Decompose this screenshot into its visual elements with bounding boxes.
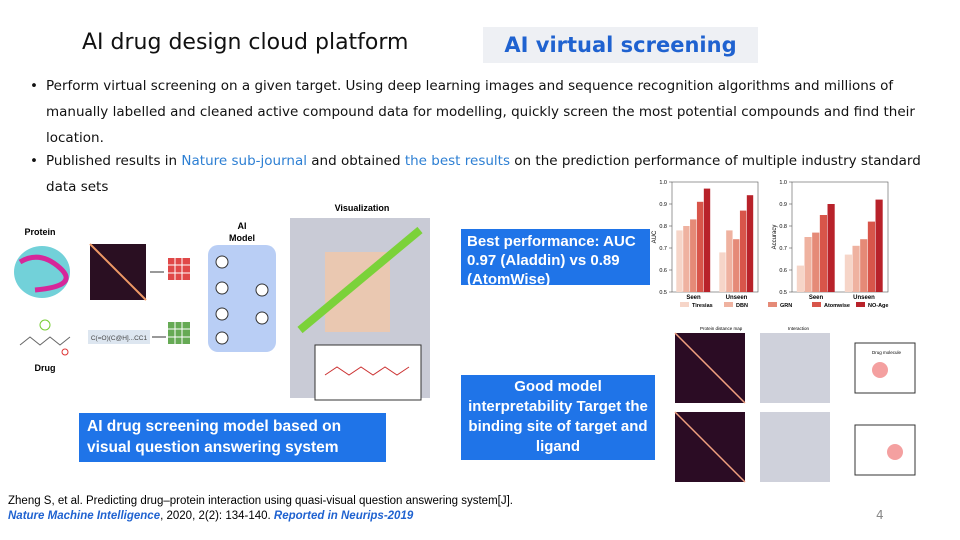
bar [746, 195, 754, 292]
bar [819, 215, 828, 292]
bullet-text: and obtained [306, 153, 405, 169]
diagram-label: Protein [24, 227, 55, 237]
bar [804, 237, 812, 292]
callout: Good model interpretability Target the b… [461, 375, 655, 460]
network [215, 255, 269, 345]
link-text: Nature sub-journal [181, 153, 307, 169]
slide-title: AI drug design cloud platform [82, 30, 409, 55]
bar [696, 201, 704, 292]
diagram-label: Model [229, 233, 255, 243]
caption-box: AI drug screening model based on visual … [79, 413, 386, 462]
x-tick-label: Seen [686, 295, 701, 301]
y-tick-label: 1.0 [659, 180, 667, 186]
section-tag: AI virtual screening [483, 27, 758, 63]
y-tick-label: 0.7 [779, 246, 787, 252]
x-tick-label: Unseen [853, 295, 875, 301]
bar [875, 199, 883, 292]
link-text: the best results [404, 153, 510, 169]
figure-label: Interaction [788, 326, 810, 331]
venue: Reported in Neurips-2019 [273, 510, 414, 522]
bar [860, 239, 868, 292]
legend-label: Atomwise [824, 303, 850, 309]
callout: Best performance: AUC 0.97 (Aladdin) vs … [461, 229, 650, 285]
bar [726, 230, 733, 292]
bullet-text: on the prediction performance of multipl… [46, 153, 921, 195]
structure-image [760, 333, 830, 403]
bullet: Published results in Nature sub-journal … [30, 148, 936, 200]
plot-frame [671, 181, 759, 293]
bar [739, 210, 747, 292]
bar [690, 219, 697, 292]
y-tick-label: 0.6 [659, 268, 667, 274]
y-tick-label: 0.8 [659, 224, 667, 230]
legend-swatch [856, 302, 865, 307]
map-diagonal [89, 243, 147, 301]
bar [812, 232, 820, 292]
bullet-text: Published results in [46, 153, 182, 169]
bullet-text: Perform virtual screening on a given tar… [46, 78, 915, 146]
citation-text: , 2020, 2(2): 134-140. [160, 510, 274, 522]
legend-label: GRN [780, 303, 792, 309]
bar [703, 188, 711, 292]
y-axis-label: Accuracy [772, 225, 778, 250]
bar [719, 252, 726, 292]
legend-label: DBN [736, 303, 748, 309]
drug-image [19, 319, 71, 356]
y-tick-label: 0.5 [659, 290, 667, 296]
legend-swatch [768, 302, 777, 307]
ligand [297, 226, 423, 334]
bar [852, 245, 860, 292]
diagram-label: Drug [35, 363, 56, 373]
bar [867, 221, 876, 292]
y-tick-label: 0.8 [779, 224, 787, 230]
journal: Nature Machine Intelligence [8, 510, 161, 522]
y-tick-label: 1.0 [779, 180, 787, 186]
legend-label: Tiresias [692, 303, 713, 309]
bar [844, 254, 852, 292]
diagram-label: Visualization [335, 203, 390, 213]
y-tick-label: 0.9 [659, 202, 667, 208]
citation: Zheng S, et al. Predicting drug–protein … [8, 494, 518, 524]
y-tick-label: 0.7 [659, 246, 667, 252]
smiles: C(=O)(C@H]...CC1 [91, 335, 148, 342]
y-tick-label: 0.6 [779, 268, 787, 274]
bar [827, 204, 835, 292]
bar [676, 230, 683, 292]
model-box [208, 245, 276, 352]
diagram-label: AI [238, 221, 247, 231]
citation-text: Zheng S, et al. Predicting drug–protein … [8, 495, 513, 507]
x-tick-label: Unseen [726, 295, 748, 301]
molecule-inset [854, 424, 916, 476]
legend-swatch [680, 302, 689, 307]
y-tick-label: 0.9 [779, 202, 787, 208]
drug-inset [314, 344, 422, 401]
structure-image [760, 412, 830, 482]
x-tick-label: Seen [809, 295, 824, 301]
plot-frame [791, 181, 889, 293]
bar [683, 226, 690, 292]
legend-swatch [812, 302, 821, 307]
figure-label: Drug molecule [872, 350, 902, 355]
feature-grids [150, 258, 190, 344]
legend-label: NO-Age [868, 303, 888, 309]
figure-label: Protein distance map [700, 326, 743, 331]
legend-swatch [724, 302, 733, 307]
smiles-box [88, 330, 150, 344]
y-tick-label: 0.5 [779, 290, 787, 296]
page-number: 4 [876, 508, 884, 522]
bar [796, 265, 804, 292]
bullet: Perform virtual screening on a given tar… [30, 73, 936, 151]
y-axis-label: AUC [652, 230, 658, 243]
protein-image [14, 246, 70, 298]
bar [733, 239, 740, 292]
